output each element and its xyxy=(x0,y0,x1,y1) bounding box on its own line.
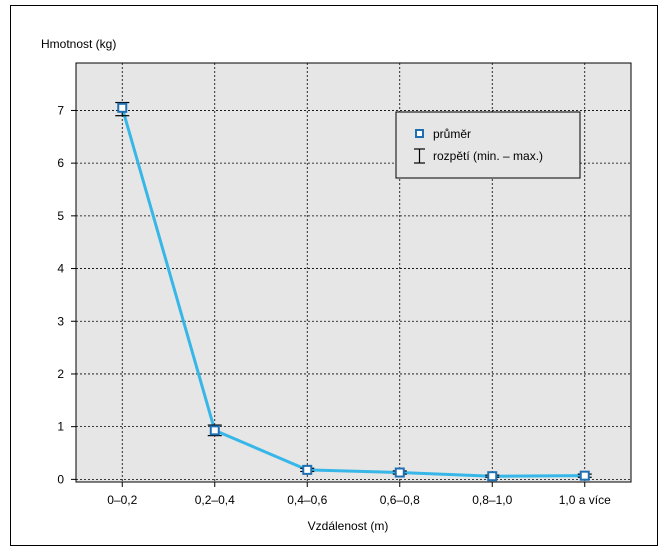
data-point xyxy=(209,425,220,436)
x-tick-label: 0,2–0,4 xyxy=(195,493,235,507)
data-point xyxy=(579,470,590,481)
y-axis-label: Hmotnost (kg) xyxy=(41,37,116,51)
chart-svg: Hmotnost (kg) Vzdálenost (m) 0 1 2 3 4 5 6 7 0–… xyxy=(41,37,632,533)
y-ticks: 0 1 2 3 4 5 6 7 xyxy=(57,103,76,486)
y-tick-label: 1 xyxy=(57,420,64,434)
x-axis-label: Vzdálenost (m) xyxy=(308,519,389,533)
y-tick-label: 3 xyxy=(57,314,64,328)
legend: průměr rozpětí (min. – max.) xyxy=(395,111,581,179)
x-tick-label: 0,8–1,0 xyxy=(472,493,512,507)
data-point xyxy=(117,102,128,113)
legend-range-icon xyxy=(414,148,425,164)
data-point xyxy=(487,471,498,482)
y-tick-label: 2 xyxy=(57,367,64,381)
series-group xyxy=(115,101,592,482)
legend-box xyxy=(395,111,581,179)
legend-mean-marker xyxy=(415,129,424,138)
x-tick-label: 0,4–0,6 xyxy=(287,493,327,507)
data-point xyxy=(302,464,313,475)
y-tick-label: 5 xyxy=(57,209,64,223)
y-tick-label: 7 xyxy=(57,103,64,117)
x-ticks: 0–0,2 0,2–0,4 0,4–0,6 0,6–0,8 0,8–1,0 1,0 a v… xyxy=(107,482,611,507)
x-tick-label: 0,6–0,8 xyxy=(380,493,420,507)
legend-mean-label: průměr xyxy=(433,127,471,141)
series-line xyxy=(120,107,585,478)
x-tick-label: 0–0,2 xyxy=(107,493,137,507)
data-point xyxy=(394,467,405,478)
legend-range-label: rozpětí (min. – max.) xyxy=(433,149,543,163)
y-tick-label: 0 xyxy=(57,472,64,486)
y-tick-label: 6 xyxy=(57,156,64,170)
x-tick-label: 1,0 a více xyxy=(559,493,611,507)
y-tick-label: 4 xyxy=(57,262,64,276)
chart-frame: Hmotnost (kg) Vzdálenost (m) 0 1 2 3 4 5 6 7 0–… xyxy=(10,5,658,546)
